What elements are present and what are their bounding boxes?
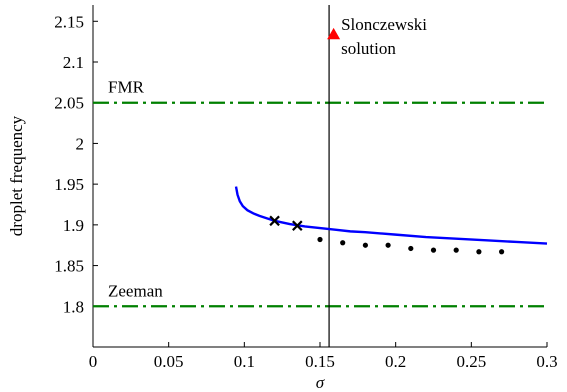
y-tick-label: 2.1	[63, 53, 84, 72]
y-tick-label: 2.15	[54, 12, 84, 31]
slonczewski-marker	[327, 27, 341, 40]
y-tick-label: 1.9	[63, 216, 84, 235]
slonczewski-label-line2: solution	[341, 39, 396, 58]
x-tick-label: 0.05	[154, 352, 184, 371]
dot-marker	[340, 240, 346, 246]
y-ticks: 1.8 1.85 1.9 1.95 2 2.05 2.1 2.15	[54, 12, 98, 316]
dot-marker	[362, 242, 368, 248]
reference-label-fmr: FMR	[108, 78, 145, 97]
dot-marker	[317, 236, 323, 243]
dot-marker	[408, 245, 414, 252]
cross-marker	[292, 220, 303, 231]
series-layer	[234, 186, 548, 255]
x-axis-label: σ	[316, 373, 325, 392]
cross-marker-stroke	[292, 220, 303, 231]
y-tick-label: 1.95	[54, 175, 84, 194]
dot-marker	[430, 247, 437, 253]
x-tick-label: 0.25	[456, 352, 486, 371]
dot-marker	[499, 249, 505, 255]
x-tick-label: 0.3	[536, 352, 557, 371]
y-tick-label: 2.05	[54, 94, 84, 113]
reference-label-zeeman: Zeeman	[108, 281, 163, 300]
dot-marker	[476, 249, 482, 255]
cross-marker-stroke	[269, 215, 280, 227]
annotations: Slonczewski solution	[327, 15, 427, 58]
reference-lines: FMR Zeeman	[93, 5, 547, 347]
blue-curve-line	[234, 186, 548, 245]
x-tick-label: 0	[89, 352, 98, 371]
y-tick-label: 1.8	[63, 297, 84, 316]
y-tick-label: 1.85	[54, 257, 84, 276]
slonczewski-label-line1: Slonczewski	[341, 15, 427, 34]
y-tick-label: 2	[76, 134, 85, 153]
dot-marker	[385, 242, 391, 248]
x-ticks: 0 0.05 0.1 0.15 0.2 0.25 0.3	[89, 342, 558, 371]
x-tick-label: 0.2	[385, 352, 406, 371]
y-axis-label: droplet frequency	[7, 115, 26, 236]
x-tick-label: 0.1	[234, 352, 255, 371]
dot-marker	[453, 247, 459, 253]
x-tick-label: 0.15	[305, 352, 335, 371]
cross-marker	[269, 215, 280, 227]
